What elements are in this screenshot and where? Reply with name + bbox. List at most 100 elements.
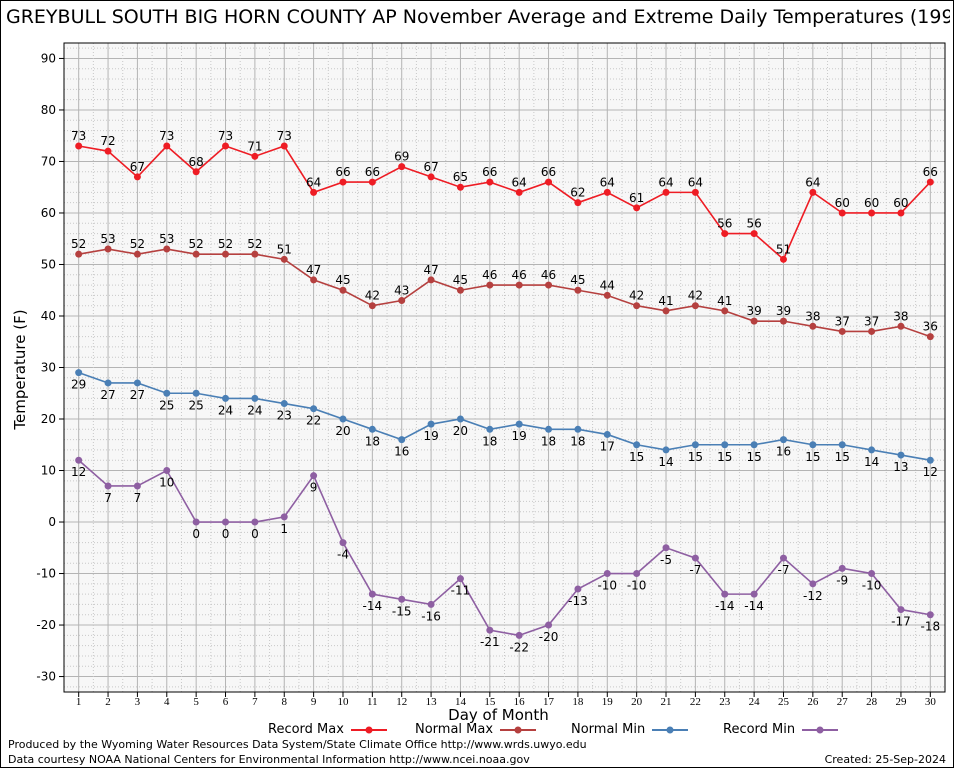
data-label-normal-max: 44: [600, 278, 615, 292]
legend-swatch-normal-min: [652, 726, 689, 733]
x-tick-label: 30: [925, 696, 937, 708]
data-label-record-min: -22: [509, 640, 529, 654]
data-point-normal-max: [721, 307, 729, 315]
data-label-normal-max: 46: [512, 268, 527, 282]
data-label-normal-min: 15: [629, 450, 644, 464]
data-label-normal-max: 39: [776, 304, 791, 318]
data-point-normal-min: [691, 441, 699, 449]
data-label-record-max: 56: [746, 217, 761, 231]
y-tick-label: 50: [41, 257, 56, 271]
y-tick-label: -30: [36, 670, 56, 684]
data-point-record-min: [75, 456, 83, 464]
data-label-normal-min: 20: [453, 424, 468, 438]
data-point-record-min: [721, 590, 729, 598]
data-label-record-max: 73: [218, 129, 233, 143]
legend-label-normal-max: Normal Max: [415, 722, 494, 737]
x-tick-label: 21: [661, 696, 672, 708]
data-label-record-max: 61: [629, 191, 644, 205]
data-label-normal-max: 38: [893, 309, 908, 323]
data-point-normal-max: [280, 255, 288, 263]
data-point-record-min: [633, 570, 641, 578]
data-point-normal-max: [779, 317, 787, 325]
y-tick-label: 20: [41, 412, 56, 426]
data-point-record-min: [310, 472, 318, 480]
data-point-normal-min: [838, 441, 846, 449]
data-label-record-min: 10: [159, 476, 174, 490]
data-point-normal-min: [633, 441, 641, 449]
data-label-record-max: 73: [277, 129, 292, 143]
data-point-record-min: [574, 585, 582, 593]
data-label-record-min: -14: [715, 599, 735, 613]
x-tick-label: 13: [426, 696, 438, 708]
data-label-normal-min: 18: [365, 434, 380, 448]
data-label-normal-max: 43: [394, 284, 409, 298]
data-point-record-max: [280, 142, 288, 150]
data-point-record-max: [662, 188, 670, 196]
data-label-normal-min: 18: [541, 434, 556, 448]
data-point-normal-min: [339, 415, 347, 423]
data-point-record-max: [779, 255, 787, 263]
data-point-normal-min: [104, 379, 112, 387]
data-label-record-min: -10: [627, 579, 647, 593]
footer-data-source: Data courtesy NOAA National Centers for …: [8, 753, 530, 766]
data-point-normal-min: [486, 425, 494, 433]
x-tick-label: 3: [135, 696, 141, 708]
data-label-record-min: -16: [421, 609, 441, 623]
data-point-record-max: [310, 188, 318, 196]
data-label-record-min: -9: [836, 573, 848, 587]
data-label-normal-max: 39: [746, 304, 761, 318]
data-label-normal-min: 14: [864, 455, 879, 469]
data-label-record-max: 64: [600, 175, 615, 189]
y-tick-label: 10: [41, 464, 56, 478]
x-tick-label: 25: [778, 696, 790, 708]
data-label-normal-max: 37: [864, 314, 879, 328]
data-point-normal-min: [133, 379, 141, 387]
data-point-normal-min: [515, 420, 523, 428]
data-label-record-min: -7: [777, 563, 789, 577]
x-tick-label: 20: [631, 696, 643, 708]
data-label-record-min: -10: [862, 579, 882, 593]
data-label-record-min: -17: [891, 615, 911, 629]
data-label-normal-min: 27: [100, 388, 115, 402]
data-point-normal-max: [574, 286, 582, 294]
data-label-normal-min: 19: [512, 429, 527, 443]
data-point-normal-min: [310, 405, 318, 413]
x-tick-label: 6: [223, 696, 229, 708]
data-point-normal-max: [868, 327, 876, 335]
data-point-normal-max: [192, 250, 200, 258]
data-label-record-min: 0: [192, 527, 200, 541]
data-point-normal-max: [750, 317, 758, 325]
data-label-normal-max: 52: [247, 237, 262, 251]
data-point-normal-min: [574, 425, 582, 433]
data-label-normal-max: 45: [453, 273, 468, 287]
data-point-record-max: [691, 188, 699, 196]
data-label-normal-max: 41: [658, 294, 673, 308]
data-point-record-max: [750, 230, 758, 238]
data-point-record-min: [897, 606, 905, 614]
data-point-record-min: [456, 575, 464, 583]
data-label-record-max: 60: [893, 196, 908, 210]
data-point-normal-max: [545, 281, 553, 289]
x-tick-label: 14: [455, 696, 467, 708]
data-point-record-max: [603, 188, 611, 196]
data-label-record-max: 71: [247, 139, 262, 153]
x-tick-label: 15: [484, 696, 496, 708]
data-label-record-max: 64: [306, 175, 321, 189]
data-label-normal-min: 25: [159, 398, 174, 412]
data-label-record-max: 66: [482, 165, 497, 179]
y-tick-label: 40: [41, 309, 56, 323]
data-point-record-max: [427, 173, 435, 181]
data-point-normal-max: [75, 250, 83, 258]
data-point-record-max: [222, 142, 230, 150]
data-point-record-min: [222, 518, 230, 526]
data-point-record-min: [779, 554, 787, 562]
data-label-normal-min: 19: [423, 429, 438, 443]
data-point-record-max: [456, 183, 464, 191]
data-label-record-max: 66: [335, 165, 350, 179]
data-label-normal-max: 37: [835, 314, 850, 328]
legend-swatch-record-min: [802, 726, 839, 733]
data-point-record-max: [251, 152, 259, 160]
data-label-record-min: 1: [280, 522, 288, 536]
data-label-normal-min: 24: [218, 403, 233, 417]
data-point-record-min: [603, 570, 611, 578]
